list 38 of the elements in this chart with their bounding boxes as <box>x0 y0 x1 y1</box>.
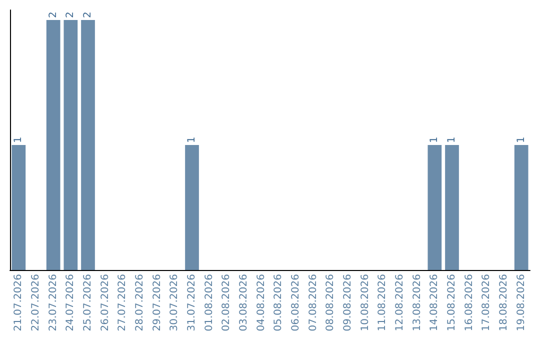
x-tick-label: 22.07.2026 <box>30 274 42 332</box>
x-tick-label: 11.08.2026 <box>377 274 388 332</box>
x-tick-label: 05.08.2026 <box>273 274 284 332</box>
x-tick-label: 29.07.2026 <box>152 274 163 332</box>
x-tick-label: 10.08.2026 <box>360 274 371 332</box>
x-tick-label: 24.07.2026 <box>65 274 76 332</box>
x-tick-label: 08.08.2026 <box>325 274 336 332</box>
data-label: 1 <box>13 136 24 143</box>
data-label: 1 <box>429 136 440 143</box>
x-tick-label: 03.08.2026 <box>238 274 250 332</box>
data-label: 2 <box>65 12 76 18</box>
data-label: 2 <box>48 12 59 18</box>
x-tick-label: 06.08.2026 <box>290 274 302 332</box>
x-tick-label: 21.07.2026 <box>13 274 24 332</box>
x-tick-label: 27.07.2026 <box>117 274 128 332</box>
x-tick-label: 15.08.2026 <box>446 274 458 332</box>
x-tick-label: 31.07.2026 <box>186 274 198 332</box>
x-tick-label: 12.08.2026 <box>394 274 406 332</box>
x-tick-label: 26.07.2026 <box>100 274 111 332</box>
x-tick-label: 18.08.2026 <box>498 274 510 332</box>
x-tick-label: 23.07.2026 <box>48 274 59 332</box>
x-tick-label: 28.07.2026 <box>134 274 146 332</box>
data-label: 1 <box>516 136 527 143</box>
x-tick-label: 02.08.2026 <box>221 274 232 332</box>
x-tick-label: 09.08.2026 <box>342 274 354 332</box>
x-tick-label: 25.07.2026 <box>82 274 94 332</box>
x-tick-label: 16.08.2026 <box>464 274 475 332</box>
x-tick-label: 17.08.2026 <box>481 274 492 332</box>
data-label: 2 <box>82 12 94 18</box>
data-label: 1 <box>446 136 458 143</box>
x-tick-label: 14.08.2026 <box>429 274 440 332</box>
x-tick-label: 13.08.2026 <box>412 274 423 332</box>
x-tick-label: 19.08.2026 <box>516 274 527 332</box>
x-tick-label: 01.08.2026 <box>204 274 215 332</box>
x-tick-label: 07.08.2026 <box>308 274 319 332</box>
x-tick-label: 04.08.2026 <box>256 274 267 332</box>
x-tick-label: 30.07.2026 <box>169 274 180 332</box>
data-label: 1 <box>186 136 198 143</box>
